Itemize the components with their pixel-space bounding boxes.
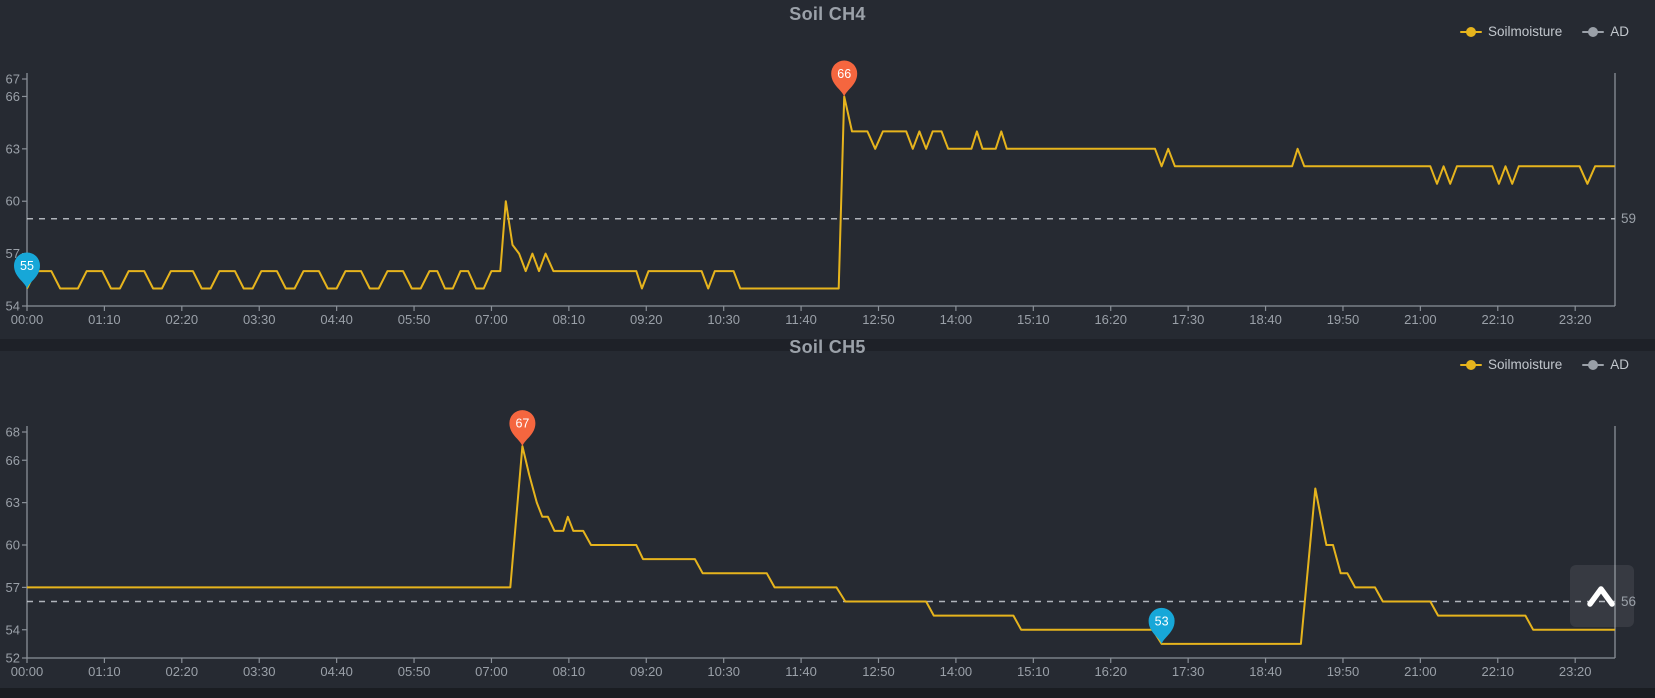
ad-legend-marker	[1582, 359, 1605, 370]
legend-label-soilmoisture: Soilmoisture	[1487, 24, 1563, 39]
min-value-pin: 55	[14, 252, 40, 289]
y-tick-label: 57	[6, 580, 20, 595]
soilmoisture-legend-marker	[1459, 359, 1482, 370]
x-tick-label: 02:20	[166, 664, 199, 679]
x-tick-label: 02:20	[166, 312, 199, 327]
y-tick-label: 57	[6, 246, 20, 261]
y-tick-label: 67	[6, 72, 20, 87]
legend-item-soilmoisture[interactable]: Soilmoisture	[1459, 357, 1563, 372]
x-tick-label: 23:20	[1559, 664, 1592, 679]
x-tick-label: 01:10	[88, 312, 121, 327]
x-tick-label: 12:50	[862, 664, 895, 679]
x-tick-label: 15:10	[1017, 312, 1050, 327]
x-tick-label: 08:10	[553, 664, 586, 679]
chart2-legend: Soilmoisture AD	[1459, 357, 1629, 372]
x-tick-label: 08:10	[553, 312, 586, 327]
x-tick-label: 05:50	[398, 312, 431, 327]
legend-item-ad[interactable]: AD	[1582, 357, 1629, 372]
x-tick-label: 14:00	[940, 312, 973, 327]
x-tick-label: 10:30	[707, 664, 740, 679]
x-tick-label: 12:50	[862, 312, 895, 327]
chart2-title: Soil CH5	[789, 337, 866, 357]
x-tick-label: 17:30	[1172, 312, 1205, 327]
x-tick-label: 01:10	[88, 664, 121, 679]
x-tick-label: 14:00	[940, 664, 973, 679]
x-tick-label: 11:40	[785, 664, 817, 679]
x-tick-label: 03:30	[243, 312, 276, 327]
x-tick-label: 10:30	[707, 312, 740, 327]
y-tick-label: 60	[6, 538, 20, 553]
x-tick-label: 18:40	[1249, 664, 1282, 679]
soilmoisture-series-line	[26, 95, 1615, 290]
y-tick-label: 60	[6, 194, 20, 209]
x-tick-label: 09:20	[630, 312, 663, 327]
legend-item-soilmoisture[interactable]: Soilmoisture	[1459, 24, 1563, 39]
x-tick-label: 19:50	[1327, 664, 1360, 679]
x-tick-label: 19:50	[1327, 312, 1360, 327]
max-value-pin-label: 66	[837, 67, 851, 81]
x-tick-label: 17:30	[1172, 664, 1205, 679]
max-value-pin: 66	[831, 60, 858, 97]
average-line-label: 56	[1621, 594, 1636, 609]
min-value-pin-label: 55	[20, 259, 34, 273]
x-tick-label: 16:20	[1094, 312, 1127, 327]
legend-label-ad: AD	[1610, 357, 1629, 372]
y-tick-label: 54	[6, 622, 20, 637]
x-tick-label: 16:20	[1094, 664, 1127, 679]
legend-item-ad[interactable]: AD	[1582, 24, 1629, 39]
legend-label-soilmoisture: Soilmoisture	[1487, 357, 1563, 372]
x-tick-label: 00:00	[11, 312, 44, 327]
x-tick-label: 21:00	[1404, 664, 1437, 679]
chevron-up-icon	[1587, 586, 1615, 607]
min-value-pin-label: 53	[1155, 614, 1169, 628]
y-tick-label: 66	[6, 453, 20, 468]
soilmoisture-series-line	[27, 445, 1615, 645]
x-tick-label: 07:00	[475, 312, 508, 327]
average-line-label: 59	[1621, 211, 1636, 226]
x-tick-label: 22:10	[1482, 312, 1515, 327]
x-tick-label: 07:00	[475, 664, 508, 679]
y-tick-label: 68	[6, 425, 20, 440]
x-tick-label: 04:40	[320, 312, 353, 327]
y-tick-label: 66	[6, 89, 20, 104]
x-tick-label: 09:20	[630, 664, 663, 679]
y-tick-label: 54	[6, 299, 20, 314]
x-tick-label: 18:40	[1249, 312, 1282, 327]
x-tick-label: 04:40	[320, 664, 353, 679]
scroll-to-top-button[interactable]	[1570, 565, 1634, 627]
x-tick-label: 23:20	[1559, 312, 1592, 327]
soilmoisture-legend-marker	[1459, 26, 1482, 37]
x-tick-label: 00:00	[11, 664, 44, 679]
x-tick-label: 11:40	[785, 312, 817, 327]
y-tick-label: 52	[6, 651, 20, 666]
chart1-title: Soil CH4	[789, 4, 866, 24]
max-value-pin-label: 67	[515, 417, 529, 431]
x-tick-label: 03:30	[243, 664, 276, 679]
legend-label-ad: AD	[1610, 24, 1629, 39]
x-tick-label: 21:00	[1404, 312, 1437, 327]
chart1-legend: Soilmoisture AD	[1459, 24, 1629, 39]
ad-legend-marker	[1582, 26, 1605, 37]
x-tick-label: 15:10	[1017, 664, 1050, 679]
y-tick-label: 63	[6, 495, 20, 510]
x-tick-label: 22:10	[1482, 664, 1515, 679]
panel-divider	[0, 339, 1655, 351]
x-tick-label: 05:50	[398, 664, 431, 679]
bottom-bar	[0, 688, 1655, 698]
max-value-pin: 67	[509, 410, 536, 447]
min-value-pin: 53	[1148, 607, 1175, 644]
y-tick-label: 63	[6, 141, 20, 156]
